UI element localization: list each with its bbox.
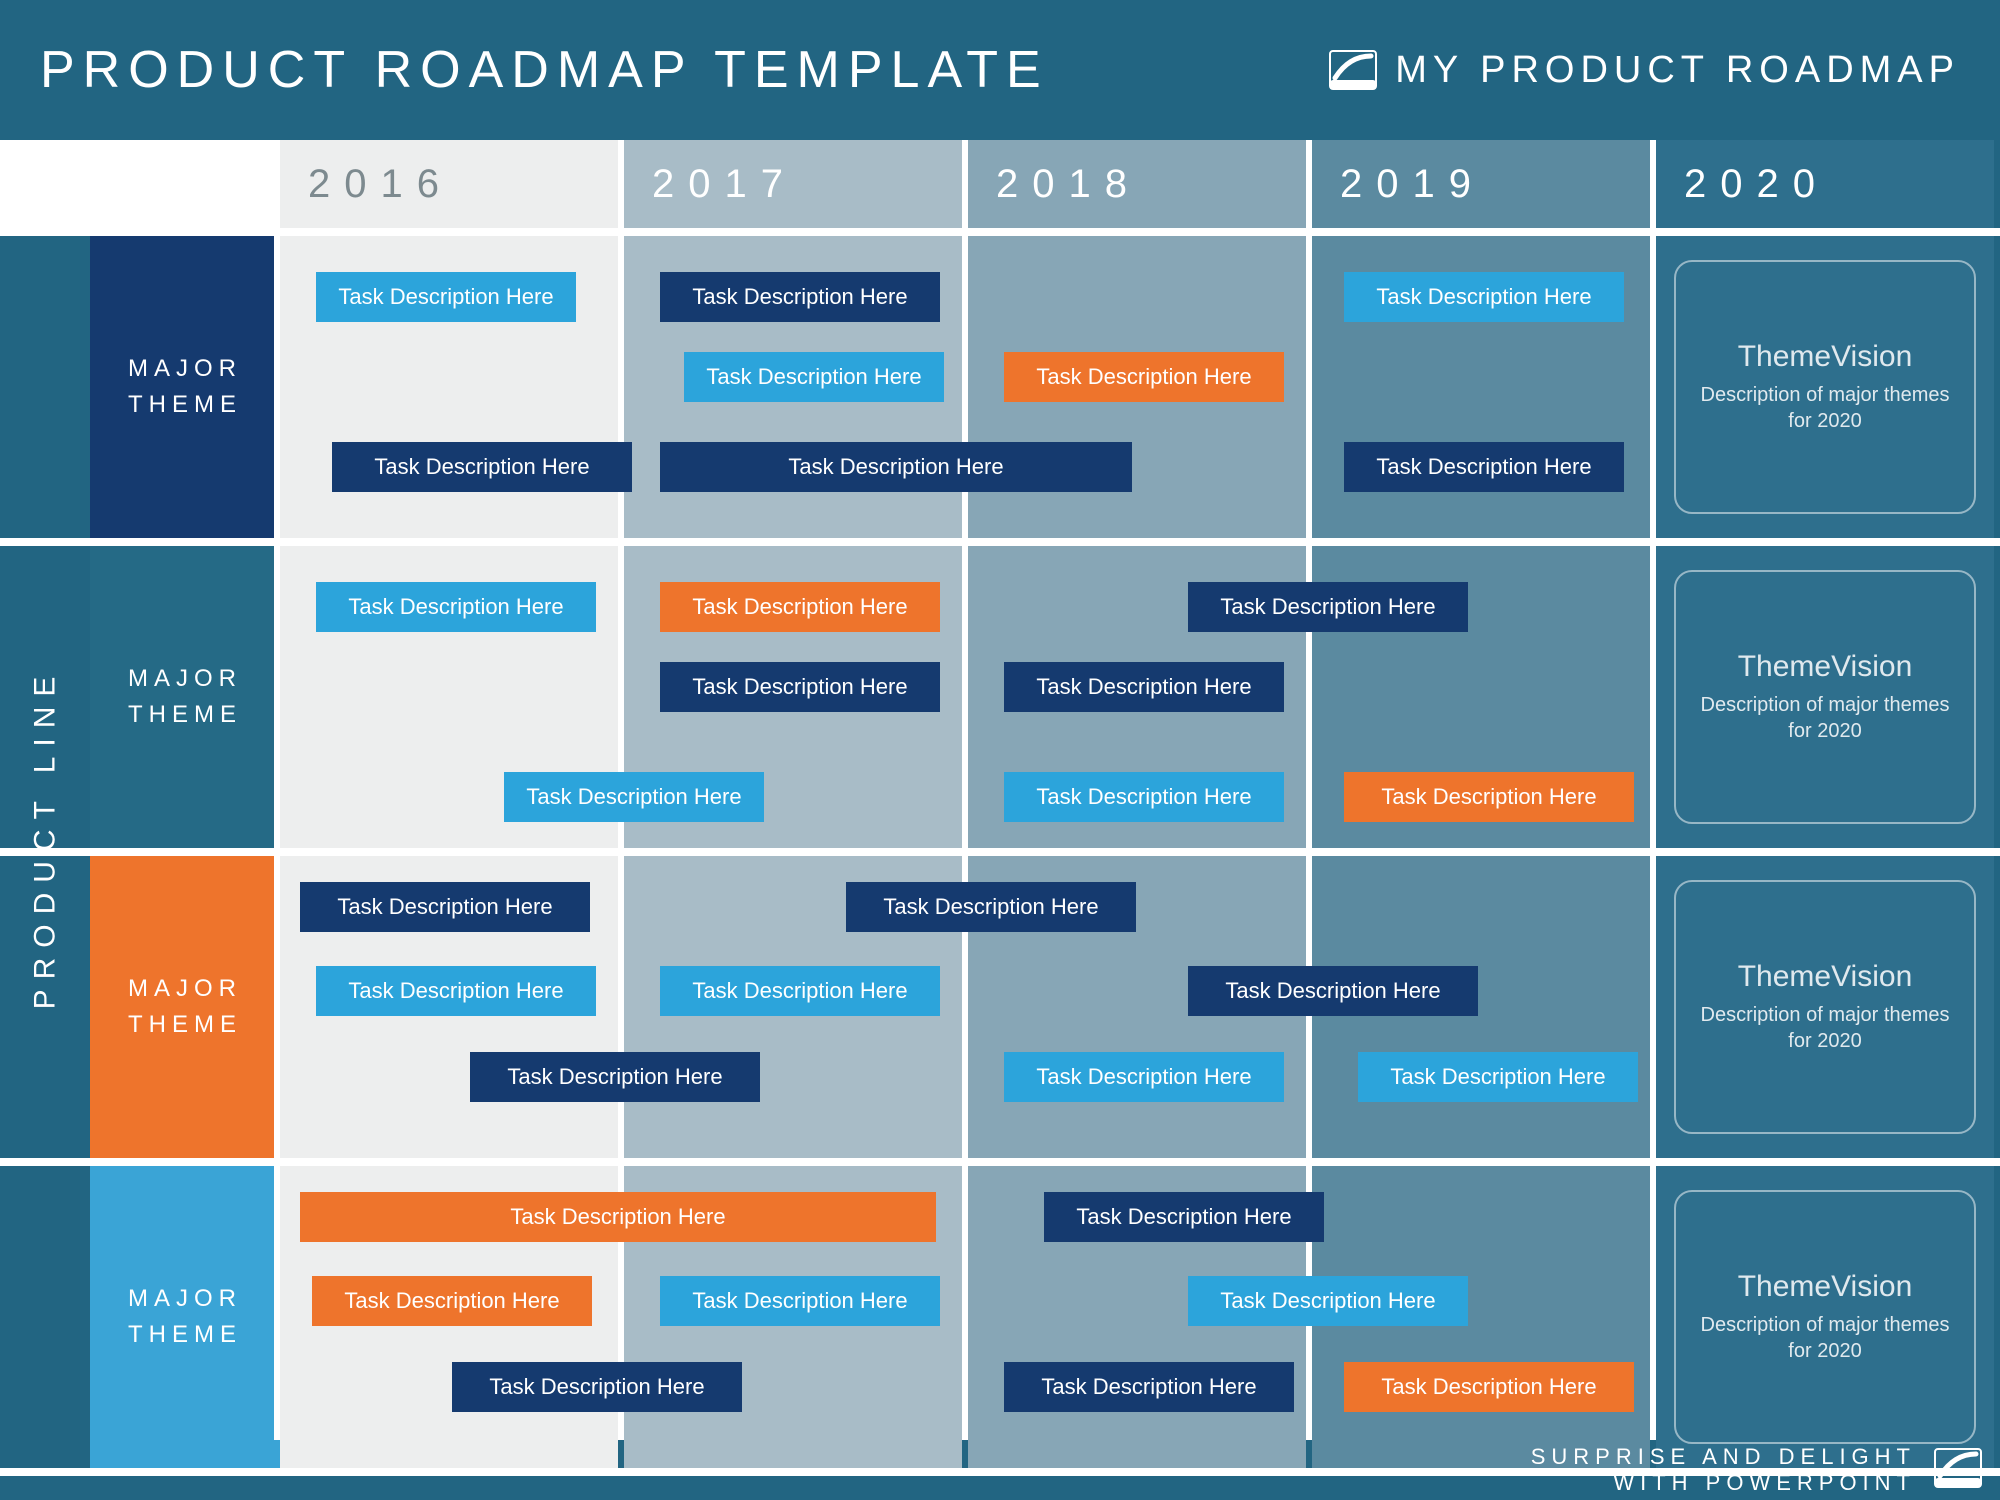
task-bar[interactable]: Task Description Here <box>1004 1052 1284 1102</box>
task-bar[interactable]: Task Description Here <box>1188 1276 1468 1326</box>
theme-label: MAJORTHEME <box>90 1166 280 1468</box>
theme-vision-box: ThemeVision Description of major themes f… <box>1674 1190 1976 1444</box>
task-bar[interactable]: Task Description Here <box>470 1052 760 1102</box>
task-bar[interactable]: Task Description Here <box>1188 582 1468 632</box>
task-bar[interactable]: Task Description Here <box>1344 272 1624 322</box>
task-bar[interactable]: Task Description Here <box>1188 966 1478 1016</box>
theme-vision-box: ThemeVision Description of major themes f… <box>1674 260 1976 514</box>
roadmap-grid: PRODUCT LINE 20162017201820192020 MAJORTH… <box>0 140 2000 1440</box>
task-bar[interactable]: Task Description Here <box>316 272 576 322</box>
task-bar[interactable]: Task Description Here <box>660 662 940 712</box>
theme-label: MAJORTHEME <box>90 856 280 1158</box>
task-bar[interactable]: Task Description Here <box>1358 1052 1638 1102</box>
vision-title: ThemeVision <box>1738 1270 1913 1304</box>
year-header-2020: 2020 <box>1656 140 1994 228</box>
vision-title: ThemeVision <box>1738 650 1913 684</box>
year-header-2016: 2016 <box>280 140 618 228</box>
task-bar[interactable]: Task Description Here <box>660 1276 940 1326</box>
cell: ThemeVision Description of major themes f… <box>1656 546 1994 848</box>
task-bar[interactable]: Task Description Here <box>316 582 596 632</box>
task-bar[interactable]: Task Description Here <box>660 442 1132 492</box>
task-bar[interactable]: Task Description Here <box>660 272 940 322</box>
task-bar[interactable]: Task Description Here <box>300 882 590 932</box>
vision-title: ThemeVision <box>1738 340 1913 374</box>
theme-vision-box: ThemeVision Description of major themes f… <box>1674 570 1976 824</box>
vision-desc: Description of major themes for 2020 <box>1692 382 1958 434</box>
task-bar[interactable]: Task Description Here <box>1004 772 1284 822</box>
product-line-label: PRODUCT LINE <box>0 236 90 1440</box>
year-header-2019: 2019 <box>1312 140 1650 228</box>
cell: ThemeVision Description of major themes f… <box>1656 236 1994 538</box>
task-bar[interactable]: Task Description Here <box>1344 772 1634 822</box>
year-header-2018: 2018 <box>968 140 1306 228</box>
brand: MY PRODUCT ROADMAP <box>1329 49 1960 92</box>
header: PRODUCT ROADMAP TEMPLATE MY PRODUCT ROAD… <box>0 0 2000 140</box>
roadmap-icon <box>1329 50 1377 90</box>
page-title: PRODUCT ROADMAP TEMPLATE <box>40 40 1329 100</box>
task-bar[interactable]: Task Description Here <box>1344 442 1624 492</box>
task-bar[interactable]: Task Description Here <box>1044 1192 1324 1242</box>
vision-desc: Description of major themes for 2020 <box>1692 692 1958 744</box>
task-bar[interactable]: Task Description Here <box>316 966 596 1016</box>
year-header-2017: 2017 <box>624 140 962 228</box>
footer: SURPRISE AND DELIGHT WITH POWERPOINT <box>1531 1440 1982 1500</box>
task-bar[interactable]: Task Description Here <box>1344 1362 1634 1412</box>
task-bar[interactable]: Task Description Here <box>846 882 1136 932</box>
task-bar[interactable]: Task Description Here <box>452 1362 742 1412</box>
theme-label: MAJORTHEME <box>90 236 280 538</box>
vision-desc: Description of major themes for 2020 <box>1692 1002 1958 1054</box>
task-bar[interactable]: Task Description Here <box>1004 1362 1294 1412</box>
vision-title: ThemeVision <box>1738 960 1913 994</box>
task-bar[interactable]: Task Description Here <box>300 1192 936 1242</box>
task-bar[interactable]: Task Description Here <box>1004 662 1284 712</box>
task-bar[interactable]: Task Description Here <box>684 352 944 402</box>
theme-vision-box: ThemeVision Description of major themes f… <box>1674 880 1976 1134</box>
task-bar[interactable]: Task Description Here <box>660 582 940 632</box>
theme-label: MAJORTHEME <box>90 546 280 848</box>
vision-desc: Description of major themes for 2020 <box>1692 1312 1958 1364</box>
task-bar[interactable]: Task Description Here <box>332 442 632 492</box>
cell: ThemeVision Description of major themes f… <box>1656 856 1994 1158</box>
roadmap-icon <box>1934 1448 1982 1493</box>
footer-text: SURPRISE AND DELIGHT WITH POWERPOINT <box>1531 1444 1916 1497</box>
task-bar[interactable]: Task Description Here <box>660 966 940 1016</box>
brand-text: MY PRODUCT ROADMAP <box>1395 49 1960 92</box>
cell: ThemeVision Description of major themes f… <box>1656 1166 1994 1468</box>
task-bar[interactable]: Task Description Here <box>312 1276 592 1326</box>
task-bar[interactable]: Task Description Here <box>504 772 764 822</box>
task-bar[interactable]: Task Description Here <box>1004 352 1284 402</box>
